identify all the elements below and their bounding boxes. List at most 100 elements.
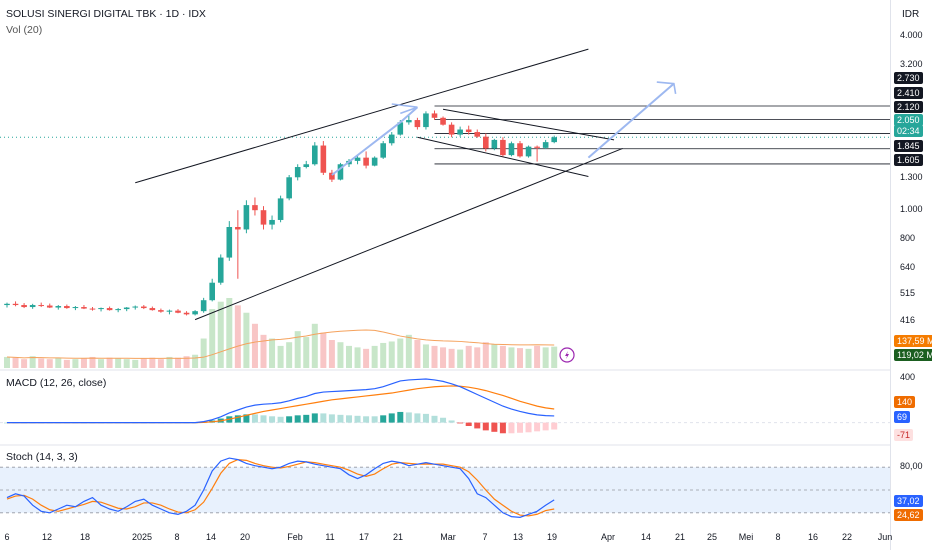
- candle-body: [542, 142, 549, 148]
- macd-histogram-bar: [320, 413, 327, 423]
- stoch-legend: Stoch (14, 3, 3): [6, 451, 78, 463]
- candle-body: [397, 122, 404, 135]
- volume-bar: [140, 358, 147, 368]
- volume-bar: [440, 347, 447, 368]
- price-tag: 1.845: [894, 140, 923, 152]
- volume-bar: [243, 312, 250, 368]
- price-tag: 2.120: [894, 101, 923, 113]
- volume-bar: [294, 331, 301, 368]
- candle-body: [423, 113, 429, 128]
- macd-histogram-bar: [422, 413, 429, 423]
- time-axis-label: 17: [358, 532, 370, 542]
- currency-label[interactable]: IDR: [902, 9, 920, 20]
- candle-body: [388, 134, 395, 144]
- volume-bar: [175, 357, 181, 368]
- macd-histogram-bar: [440, 417, 447, 423]
- time-axis-label: Mar: [440, 532, 456, 542]
- candle-body: [158, 310, 164, 312]
- volume-bar: [21, 359, 28, 368]
- time-axis-label: 13: [512, 532, 524, 542]
- volume-bar: [72, 359, 79, 368]
- macd-histogram-bar: [328, 414, 335, 423]
- volume-bar: [38, 358, 45, 368]
- time-axis-label: 19: [546, 532, 558, 542]
- candle-body: [260, 210, 267, 225]
- stoch-d-tag: 24,62: [894, 509, 923, 521]
- candle-body: [55, 306, 62, 308]
- candle-body: [534, 146, 540, 148]
- macd-tag: 69: [894, 411, 911, 423]
- candle-body: [123, 307, 130, 310]
- volume-bar: [80, 358, 87, 368]
- macd-histogram-bar: [380, 415, 387, 423]
- macd-line: [7, 378, 555, 424]
- candle-body: [380, 143, 386, 158]
- candle-body: [414, 120, 421, 128]
- macd-histogram-bar: [525, 422, 532, 433]
- price-tag: 2.730: [894, 72, 923, 84]
- arrow-head: [391, 103, 418, 115]
- volume-bar: [115, 358, 122, 368]
- volume-bar: [269, 338, 276, 368]
- chart-canvas[interactable]: [0, 0, 890, 550]
- symbol-title: SOLUSI SINERGI DIGITAL TBK · 1D · IDX: [6, 8, 206, 20]
- volume-bar: [405, 334, 412, 368]
- stoch-tick: 80,00: [900, 461, 923, 471]
- candle-body: [320, 145, 327, 173]
- volume-bar: [46, 359, 53, 368]
- macd-tick: 400: [900, 372, 916, 382]
- volume-bar: [286, 342, 293, 368]
- macd-histogram-bar: [551, 422, 558, 430]
- price-tick: 515: [900, 288, 916, 298]
- candle-body: [500, 139, 506, 156]
- candle-body: [149, 308, 156, 311]
- volume-bar: [132, 359, 139, 368]
- candle-body: [286, 177, 292, 199]
- countdown-tag: 02:34: [894, 125, 923, 137]
- candle-body: [166, 310, 173, 312]
- volume-bar: [149, 357, 156, 368]
- candle-body: [303, 164, 310, 168]
- time-axis-label: Mei: [738, 532, 754, 542]
- volume-bar: [534, 345, 541, 368]
- candle-body: [269, 219, 275, 225]
- volume-bar: [354, 347, 361, 368]
- candle-body: [329, 172, 335, 180]
- volume-bar: [482, 342, 489, 368]
- volume-bar: [499, 345, 506, 368]
- volume-bar: [346, 345, 352, 368]
- macd-histogram-bar: [363, 416, 370, 423]
- macd-histogram-bar: [414, 413, 421, 423]
- trendline: [194, 147, 623, 321]
- macd-histogram-bar: [517, 422, 523, 433]
- volume-bar: [251, 323, 258, 368]
- time-axis-label: Feb: [287, 532, 303, 542]
- candle-body: [200, 300, 207, 312]
- macd-histogram-bar: [388, 413, 395, 423]
- time-axis-label: 6: [4, 532, 10, 542]
- volume-bar: [388, 341, 395, 368]
- macd-histogram-bar: [474, 422, 481, 429]
- lightning-bolt: [565, 351, 570, 359]
- macd-histogram-bar: [337, 414, 344, 423]
- price-tag: 2.410: [894, 87, 923, 99]
- candle-body: [337, 164, 344, 180]
- volume-bar: [448, 348, 455, 368]
- candle-body: [192, 311, 198, 315]
- time-axis-label: 20: [239, 532, 251, 542]
- macd-histogram-bar: [499, 422, 506, 434]
- volume-bar: [371, 345, 378, 368]
- volume-bar: [98, 359, 105, 368]
- volume-bar: [192, 354, 199, 368]
- candle-body: [457, 129, 463, 135]
- macd-histogram-bar: [534, 422, 541, 432]
- candle-body: [226, 227, 233, 258]
- price-tick: 3.200: [900, 59, 923, 69]
- price-tick: 1.300: [900, 172, 923, 182]
- histogram-tag: -71: [894, 429, 914, 441]
- volume-bar: [63, 359, 70, 368]
- macd-histogram-bar: [542, 422, 549, 431]
- volume-bar: [12, 357, 19, 368]
- candle-body: [465, 129, 472, 133]
